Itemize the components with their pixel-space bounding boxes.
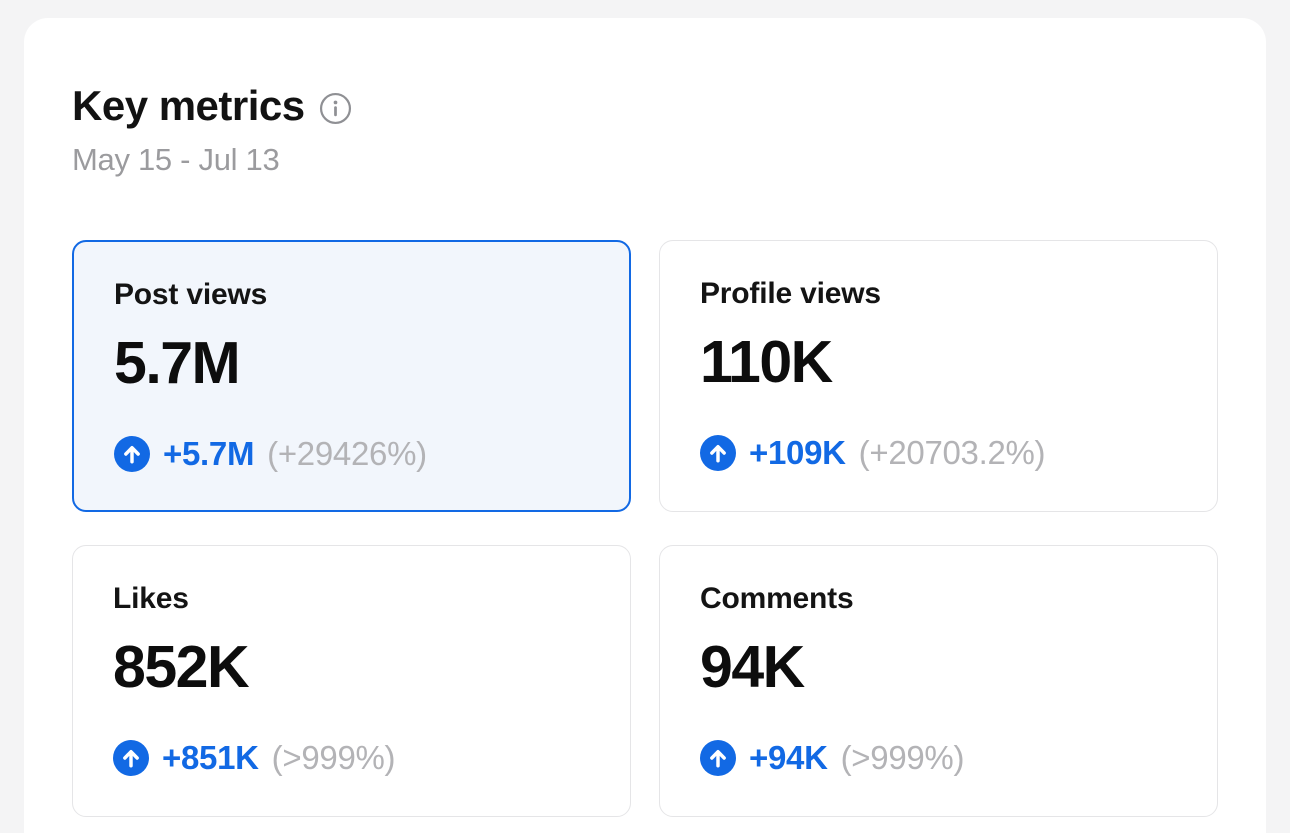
- metric-value: 110K: [700, 329, 833, 395]
- change-value: +851K: [162, 739, 259, 776]
- metric-value: 852K: [113, 634, 250, 700]
- header-row: Key metrics: [72, 82, 1218, 130]
- arrow-up-circle-icon: [114, 436, 150, 472]
- change-percent: (>999%): [840, 739, 965, 776]
- metric-label: Profile views: [700, 277, 881, 310]
- info-icon[interactable]: [319, 92, 352, 125]
- page-title: Key metrics: [72, 82, 305, 129]
- arrow-up-circle-icon: [700, 740, 736, 776]
- metric-label: Comments: [700, 582, 854, 615]
- metric-label: Post views: [114, 278, 268, 311]
- change-row: +5.7M (+29426%): [114, 435, 589, 473]
- change-value: +5.7M: [163, 435, 255, 472]
- arrow-up-circle-icon: [113, 740, 149, 776]
- change-percent: (+20703.2%): [858, 434, 1046, 471]
- change-value: +109K: [749, 434, 846, 471]
- metric-card-likes[interactable]: Likes 852K +851K (>999%): [72, 545, 631, 817]
- metric-value: 94K: [700, 634, 805, 700]
- change-row: +851K (>999%): [113, 739, 590, 777]
- change-value: +94K: [749, 739, 828, 776]
- metric-card-post-views[interactable]: Post views 5.7M +5.7M (+29426%): [72, 240, 631, 512]
- change-row: +109K (+20703.2%): [700, 434, 1177, 472]
- change-row: +94K (>999%): [700, 739, 1177, 777]
- change-percent: (+29426%): [267, 435, 427, 472]
- metric-card-comments[interactable]: Comments 94K +94K (>999%): [659, 545, 1218, 817]
- date-range: May 15 - Jul 13: [72, 142, 280, 177]
- metric-value: 5.7M: [114, 330, 241, 396]
- metric-label: Likes: [113, 582, 189, 615]
- change-percent: (>999%): [271, 739, 396, 776]
- metrics-grid: Post views 5.7M +5.7M (+29426%) Profile …: [72, 240, 1218, 817]
- key-metrics-panel: Key metrics May 15 - Jul 13 Post views 5…: [24, 18, 1266, 833]
- metric-card-profile-views[interactable]: Profile views 110K +109K (+20703.2%): [659, 240, 1218, 512]
- arrow-up-circle-icon: [700, 435, 736, 471]
